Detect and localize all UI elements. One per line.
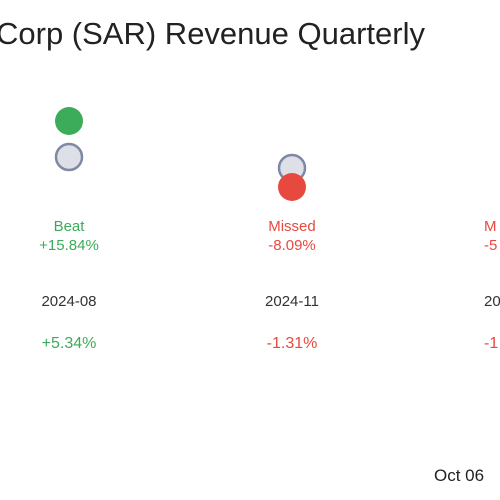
chart-marks: Beat +15.84% 2024-08 +5.34% Missed -8.09% 2024… [39, 107, 500, 352]
status-label: Missed [268, 218, 316, 235]
chart-title: Corp (SAR) Revenue Quarterly [0, 16, 425, 51]
change-label: -1.31% [267, 335, 318, 352]
change-label: -1 [484, 335, 498, 352]
surprise-label: -8.09% [268, 237, 316, 254]
change-label: +5.34% [42, 335, 97, 352]
period-label: 20 [484, 293, 500, 310]
actual-point [278, 173, 306, 201]
footer-date: Oct 06 [434, 466, 484, 485]
surprise-label: -5 [484, 237, 497, 254]
actual-point [55, 107, 83, 135]
period-label: 2024-11 [265, 293, 319, 310]
surprise-label: +15.84% [39, 237, 99, 254]
status-label: Beat [54, 218, 86, 235]
status-label: M [484, 218, 497, 235]
estimate-point [54, 142, 84, 172]
period-label: 2024-08 [41, 293, 96, 310]
